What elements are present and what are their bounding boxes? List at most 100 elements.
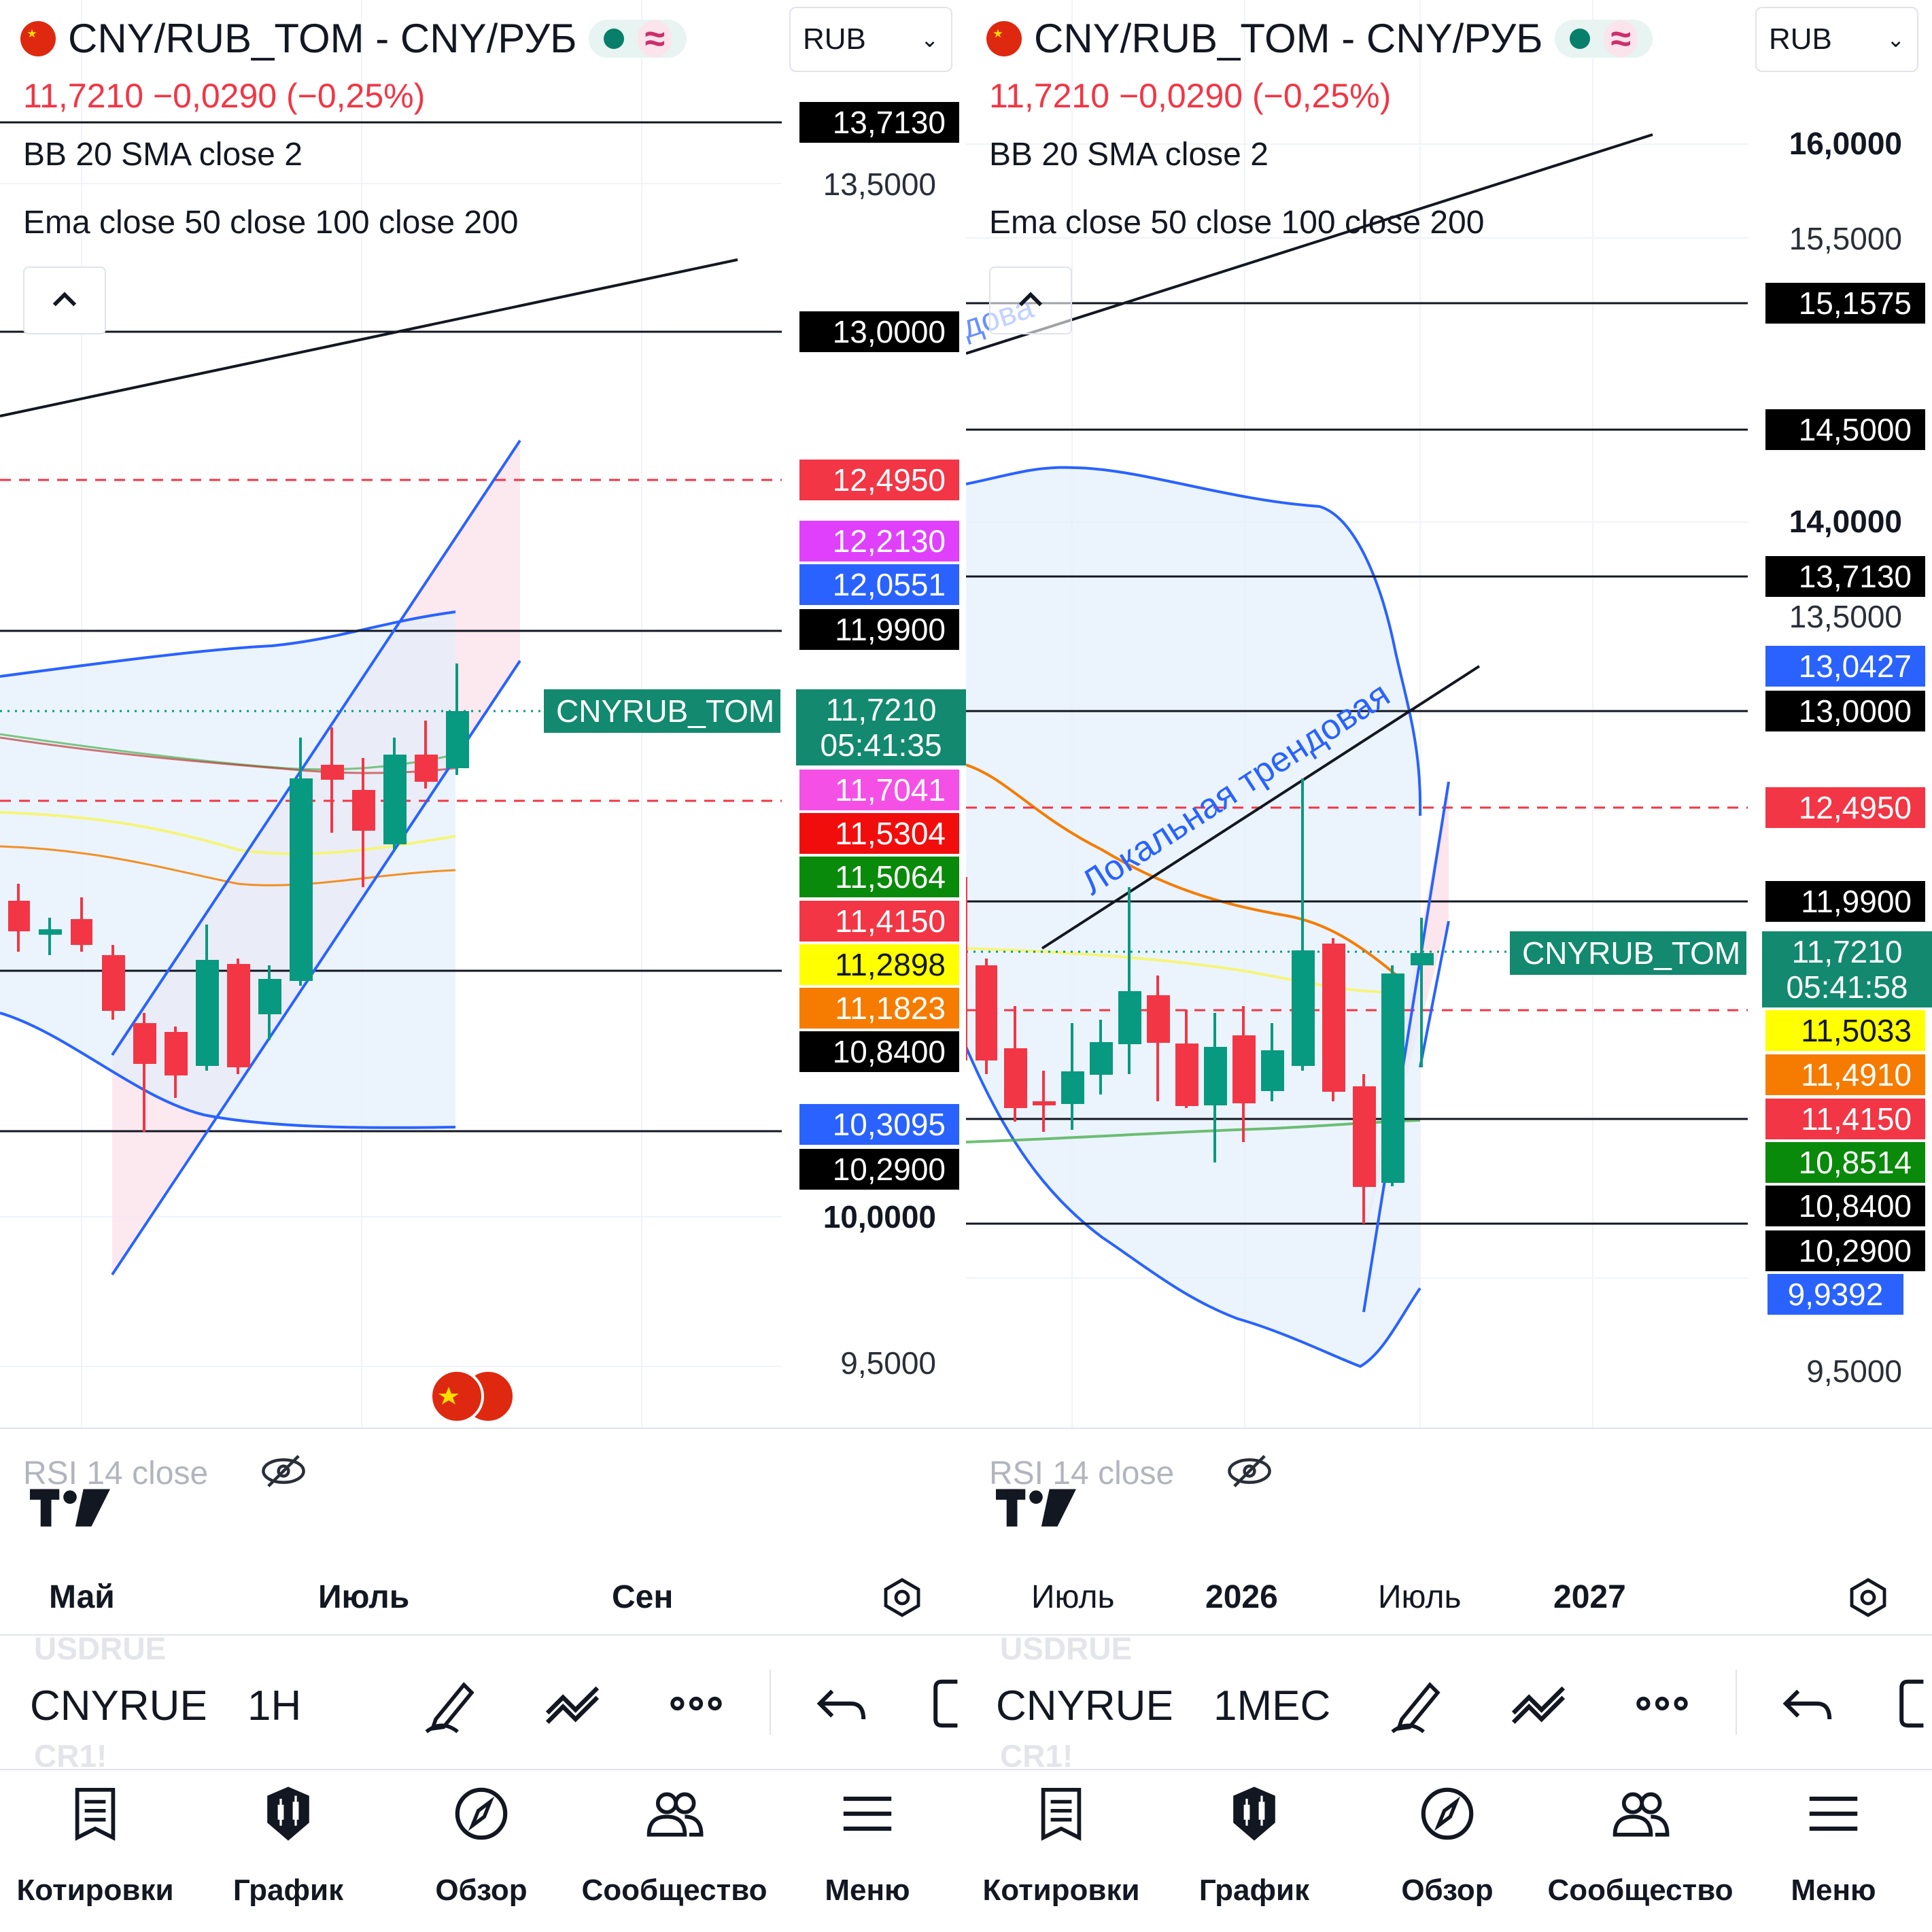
market-status[interactable]: ≈: [1555, 19, 1653, 58]
more-dots-icon[interactable]: [1631, 1672, 1693, 1735]
eye-off-icon[interactable]: [258, 1451, 309, 1491]
more-dots-icon[interactable]: [665, 1672, 727, 1735]
interval-button[interactable]: 1МЕС: [1213, 1683, 1331, 1729]
price-label: 12,4950: [1765, 787, 1925, 828]
undo-icon[interactable]: [810, 1672, 873, 1735]
price-label: 12,0551: [799, 564, 959, 605]
currency-select[interactable]: RUB ⌄: [1755, 7, 1918, 72]
time-axis-label: Сен: [612, 1579, 674, 1615]
nav-quotes[interactable]: Котировки: [0, 1767, 190, 1932]
chevron-up-icon: [52, 292, 77, 307]
nav-community[interactable]: Сообщество: [1545, 1767, 1736, 1932]
symbol-ghost-next: CR1!: [34, 1738, 107, 1774]
price-label: 13,0427: [1765, 646, 1925, 687]
indicator-bb[interactable]: BB 20 SMA close 2: [989, 137, 1269, 173]
price-change-line: 11,7210 −0,0290 (−0,25%): [989, 76, 1391, 116]
nav-menu[interactable]: Меню: [1738, 1767, 1929, 1932]
drawing-tools-icon[interactable]: [1507, 1672, 1570, 1735]
hamburger-menu-icon: [1809, 1796, 1858, 1831]
chart-pane-left[interactable]: CNY/RUB_TOM - CNY/РУБ ≈ RUB ⌄ 11,7210 −0…: [0, 0, 966, 1932]
price-change-pct: (−0,25%): [286, 77, 426, 115]
pane-divider[interactable]: [0, 1428, 966, 1429]
market-open-dot-icon: [604, 28, 625, 49]
eye-off-icon[interactable]: [1224, 1451, 1275, 1491]
symbol-ghost-prev: USDRUE: [1000, 1631, 1133, 1666]
price-label: 10,8400: [799, 1031, 959, 1072]
price-label: 13,7130: [1765, 556, 1925, 597]
undo-icon[interactable]: [1776, 1672, 1839, 1735]
chevron-down-icon: ⌄: [1886, 27, 1905, 52]
pen-draw-icon[interactable]: [1386, 1672, 1449, 1735]
symbol-switcher[interactable]: CNYRUE: [30, 1683, 205, 1729]
nav-community[interactable]: Сообщество: [579, 1767, 770, 1932]
price-label: 11,5304: [799, 813, 959, 854]
event-flag-icon: [430, 1369, 515, 1424]
price-label: 11,2898: [799, 944, 959, 985]
price-label: 9,9392: [1767, 1274, 1903, 1315]
price-label: 11,4910: [1765, 1054, 1925, 1095]
bottom-nav: Котировки График Обзор Сообщество Меню: [0, 1767, 966, 1932]
collapse-legend-button[interactable]: [989, 266, 1072, 334]
interval-button[interactable]: 1H: [247, 1683, 302, 1729]
price-label: 12,4950: [799, 460, 959, 500]
indicator-ema[interactable]: Ema close 50 close 100 close 200: [989, 205, 1485, 241]
symbol-title[interactable]: CNY/RUB_TOM - CNY/РУБ: [68, 16, 577, 61]
price-change-line: 11,7210 −0,0290 (−0,25%): [23, 76, 425, 116]
nav-chart[interactable]: График: [1159, 1767, 1349, 1932]
symbol-switcher[interactable]: CNYRUE: [996, 1683, 1171, 1729]
currency-select[interactable]: RUB ⌄: [789, 7, 952, 72]
indicator-ema[interactable]: Ema close 50 close 100 close 200: [23, 205, 519, 241]
nav-quotes[interactable]: Котировки: [966, 1767, 1156, 1932]
price-label: 11,7041: [799, 770, 959, 810]
price-change: −0,0290: [152, 77, 277, 115]
quotes-list-icon: [1041, 1787, 1082, 1841]
pane-divider[interactable]: [966, 1428, 1932, 1429]
chart-pane-right[interactable]: дова Локальная трендовая CNY/RUB_TOM - C…: [966, 0, 1932, 1932]
price-label: 15,1575: [1765, 283, 1925, 324]
nav-overview[interactable]: Обзор: [386, 1767, 576, 1932]
candles-left: [8, 663, 469, 1132]
fullscreen-icon[interactable]: [925, 1672, 965, 1735]
nav-menu[interactable]: Меню: [772, 1767, 963, 1932]
settings-hex-icon[interactable]: [1848, 1577, 1888, 1618]
time-axis-label: Июль: [1031, 1579, 1115, 1615]
price-label: 11,4150: [1765, 1099, 1925, 1139]
nav-label: Котировки: [982, 1874, 1140, 1907]
price-chart-left[interactable]: [0, 0, 966, 1434]
axis-tick: 13,5000: [1789, 599, 1902, 634]
rsi-indicator-label[interactable]: RSI 14 close: [23, 1455, 209, 1491]
symbol-header[interactable]: CNY/RUB_TOM - CNY/РУБ ≈: [20, 15, 687, 62]
china-flag-icon: [20, 20, 56, 56]
bar-countdown: 05:41:58: [1786, 969, 1908, 1005]
symbol-header[interactable]: CNY/RUB_TOM - CNY/РУБ ≈: [986, 15, 1653, 62]
price-label: 10,2900: [799, 1149, 959, 1190]
market-status[interactable]: ≈: [589, 19, 687, 58]
drawing-tools-icon[interactable]: [541, 1672, 604, 1735]
toolbar-separator: [1736, 1670, 1737, 1735]
community-people-icon: [1612, 1792, 1670, 1837]
indicator-bb[interactable]: BB 20 SMA close 2: [23, 137, 303, 173]
fullscreen-icon[interactable]: [1891, 1672, 1931, 1735]
last-price-label: 11,7210 05:41:35: [796, 689, 966, 765]
tradingview-logo-icon: [996, 1489, 1076, 1527]
axis-tick: 15,5000: [1789, 221, 1902, 256]
symbol-title[interactable]: CNY/RUB_TOM - CNY/РУБ: [1034, 16, 1543, 61]
nav-chart[interactable]: График: [193, 1767, 383, 1932]
nav-overview[interactable]: Обзор: [1352, 1767, 1542, 1932]
pen-draw-icon[interactable]: [420, 1672, 483, 1735]
price-label: 11,1823: [799, 988, 959, 1029]
chevron-down-icon: ⌄: [920, 27, 939, 52]
rsi-indicator-label[interactable]: RSI 14 close: [989, 1455, 1175, 1491]
collapse-legend-button[interactable]: [23, 266, 106, 334]
axis-tick: 9,5000: [840, 1345, 936, 1381]
price-chart-right[interactable]: дова Локальная трендовая: [966, 0, 1932, 1434]
nav-label: График: [232, 1874, 344, 1907]
symbol-tag: CNYRUB_TOM: [544, 689, 780, 733]
approx-wave-icon: ≈: [1604, 20, 1638, 57]
price-change-pct: (−0,25%): [1252, 77, 1392, 115]
time-axis-label: Июль: [318, 1579, 410, 1615]
last-price: 11,7210: [23, 77, 144, 115]
settings-hex-icon[interactable]: [882, 1577, 922, 1618]
price-label: 11,9900: [1765, 881, 1925, 922]
price-label: 11,4150: [799, 901, 959, 942]
